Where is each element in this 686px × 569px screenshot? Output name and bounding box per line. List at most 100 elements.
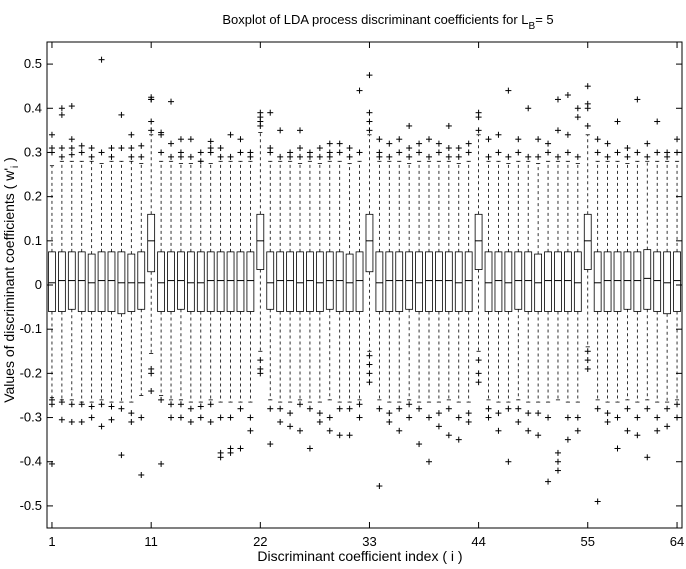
outlier-point (237, 405, 244, 412)
box-15 (186, 136, 195, 425)
outlier-point (554, 153, 561, 160)
ylabel-subscript: i (10, 166, 21, 168)
y-axis-label: Values of discriminant coefficients ( w'… (1, 157, 21, 403)
outlier-point (584, 348, 591, 355)
outlier-point (197, 403, 204, 410)
title-tail: = 5 (535, 12, 553, 27)
outlier-point (525, 105, 532, 112)
outlier-point (197, 158, 204, 165)
box-body (633, 251, 642, 312)
box-body (216, 251, 225, 312)
outlier-point (416, 441, 423, 448)
outlier-point (158, 460, 165, 467)
outlier-point (356, 414, 363, 421)
outlier-point (396, 136, 403, 143)
outlier-point (227, 414, 234, 421)
outlier-point (316, 410, 323, 417)
outlier-point (148, 370, 155, 377)
outlier-point (455, 414, 462, 421)
outlier-point (574, 114, 581, 121)
outlier-point (108, 416, 115, 423)
outlier-point (108, 403, 115, 410)
x-tick-label: 1 (48, 534, 55, 549)
outlier-point (257, 357, 264, 364)
outlier-point (78, 142, 85, 149)
outlier-point (177, 149, 184, 156)
outlier-point (366, 352, 373, 359)
outlier-point (316, 418, 323, 425)
outlier-point (465, 140, 472, 147)
outlier-point (406, 414, 413, 421)
outlier-point (306, 153, 313, 160)
outlier-point (376, 483, 383, 490)
x-tick-label: 33 (362, 534, 376, 549)
outlier-point (227, 153, 234, 160)
box-body (335, 251, 344, 312)
outlier-point (207, 138, 214, 145)
box-body (613, 251, 622, 312)
outlier-point (58, 153, 65, 160)
outlier-point (584, 122, 591, 129)
outlier-point (217, 449, 224, 456)
box-54 (573, 105, 582, 434)
outlier-point (187, 418, 194, 425)
outlier-point (326, 149, 333, 156)
outlier-point (68, 418, 75, 425)
outlier-point (316, 145, 323, 152)
box-37 (405, 122, 414, 421)
box-3 (67, 103, 76, 425)
outlier-point (58, 145, 65, 152)
box-body (603, 251, 612, 312)
y-tick-label: 0.1 (24, 233, 42, 248)
outlier-point (614, 149, 621, 156)
outlier-point (88, 145, 95, 152)
outlier-point (118, 452, 125, 459)
outlier-point (644, 140, 651, 147)
outlier-point (58, 111, 65, 118)
box-6 (97, 56, 106, 430)
outlier-point (128, 145, 135, 152)
box-body (48, 251, 56, 312)
outlier-point (624, 427, 631, 434)
outlier-point (614, 445, 621, 452)
outlier-point (445, 122, 452, 129)
box-27 (306, 149, 314, 452)
box-body (77, 251, 86, 312)
outlier-point (654, 118, 661, 125)
outlier-point (475, 370, 482, 377)
box-38 (415, 140, 423, 448)
outlier-point (406, 401, 413, 408)
outlier-point (177, 414, 184, 421)
box-body (643, 249, 652, 310)
box-body (504, 251, 513, 312)
outlier-point (485, 414, 492, 421)
outlier-point (356, 87, 363, 94)
box-31 (345, 145, 354, 439)
outlier-point (674, 136, 681, 143)
outlier-point (435, 423, 442, 430)
outlier-point (336, 140, 343, 147)
box-64 (673, 136, 681, 421)
outlier-point (346, 153, 353, 160)
box-50 (534, 136, 543, 439)
outlier-point (177, 401, 184, 408)
outlier-point (416, 405, 423, 412)
outlier-point (584, 100, 591, 107)
y-tick-label: 0.5 (24, 56, 42, 71)
outlier-point (525, 410, 532, 417)
outlier-point (455, 153, 462, 160)
outlier-point (277, 405, 284, 412)
box-body (464, 251, 473, 312)
outlier-point (88, 414, 95, 421)
outlier-point (48, 401, 55, 408)
box-body (564, 251, 572, 312)
outlier-point (604, 153, 611, 160)
box-17 (206, 138, 215, 425)
outlier-point (48, 131, 55, 138)
outlier-point (336, 149, 343, 156)
outlier-point (138, 142, 145, 149)
outlier-point (168, 98, 175, 105)
box-body (365, 213, 374, 273)
box-body (58, 251, 66, 312)
outlier-point (644, 153, 651, 160)
